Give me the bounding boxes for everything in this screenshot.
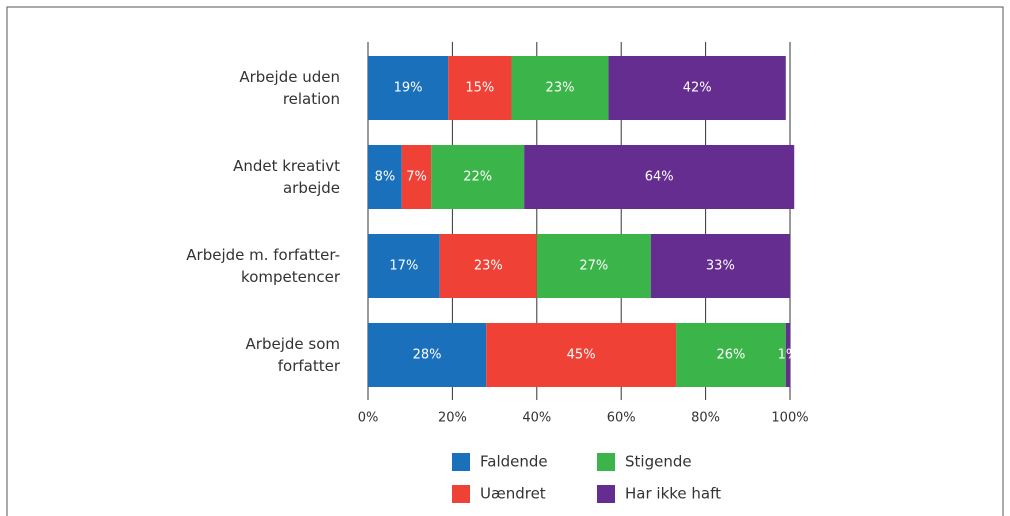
x-tick-label: 80% [691, 411, 720, 426]
data-label: 17% [389, 259, 418, 274]
data-label: 64% [645, 170, 674, 185]
bar-segment [431, 145, 525, 209]
bar-segment [448, 56, 512, 120]
legend-swatch [452, 485, 470, 503]
x-tick-label: 100% [771, 411, 808, 426]
x-tick-label: 40% [522, 411, 551, 426]
bar-segment [368, 323, 487, 387]
data-label: 22% [463, 170, 492, 185]
legend-swatch [597, 453, 615, 471]
bar-segment [785, 323, 790, 387]
data-label: 28% [413, 348, 442, 363]
frame [6, 6, 1004, 516]
bar-segment [401, 145, 432, 209]
data-label: 8% [375, 170, 396, 185]
bar-segment [650, 234, 790, 298]
legend-label: Uændret [480, 485, 546, 503]
y-tick-label: Arbejde m. forfatter-kompetencer [186, 246, 341, 286]
bar-segment [524, 145, 795, 209]
data-label: 26% [716, 348, 745, 363]
bar-segment [368, 234, 440, 298]
data-label: 15% [465, 81, 494, 96]
data-label: 33% [706, 259, 735, 274]
y-tick-label: Arbejde uden relation [239, 68, 340, 108]
y-tick-label-line: forfatter [278, 357, 341, 375]
data-label: 27% [579, 259, 608, 274]
legend-label: Faldende [480, 453, 548, 471]
y-tick-label: Arbejde som forfatter [246, 335, 341, 375]
y-tick-label-line: Arbejde m. forfatter- [186, 246, 340, 264]
legend-swatch [597, 485, 615, 503]
data-label: 19% [394, 81, 423, 96]
y-tick-label: Andet kreativt arbejde [233, 157, 340, 197]
data-label: 7% [406, 170, 427, 185]
data-label: 45% [567, 348, 596, 363]
legend-label: Stigende [625, 453, 692, 471]
bar-segment [368, 145, 402, 209]
bar-segment [676, 323, 786, 387]
data-label: 23% [474, 259, 503, 274]
bar-segment [536, 234, 651, 298]
y-tick-label-line: Andet kreativt [233, 157, 340, 175]
y-tick-label-line: relation [283, 90, 340, 108]
y-tick-label-line: arbejde [283, 179, 340, 197]
data-label: 42% [683, 81, 712, 96]
data-label: 1% [778, 348, 799, 363]
bar-segment [608, 56, 786, 120]
x-tick-label: 60% [607, 411, 636, 426]
bar-segment [368, 56, 449, 120]
legend-label: Har ikke haft [625, 485, 721, 503]
bar-segment [439, 234, 537, 298]
x-tick-label: 0% [358, 411, 379, 426]
y-tick-label-line: kompetencer [241, 268, 341, 286]
legend-swatch [452, 453, 470, 471]
data-label: 23% [546, 81, 575, 96]
bar-segment [486, 323, 677, 387]
y-tick-label-line: Arbejde uden [239, 68, 340, 86]
bar-segment [511, 56, 609, 120]
y-tick-label-line: Arbejde som [246, 335, 340, 353]
x-tick-label: 20% [438, 411, 467, 426]
